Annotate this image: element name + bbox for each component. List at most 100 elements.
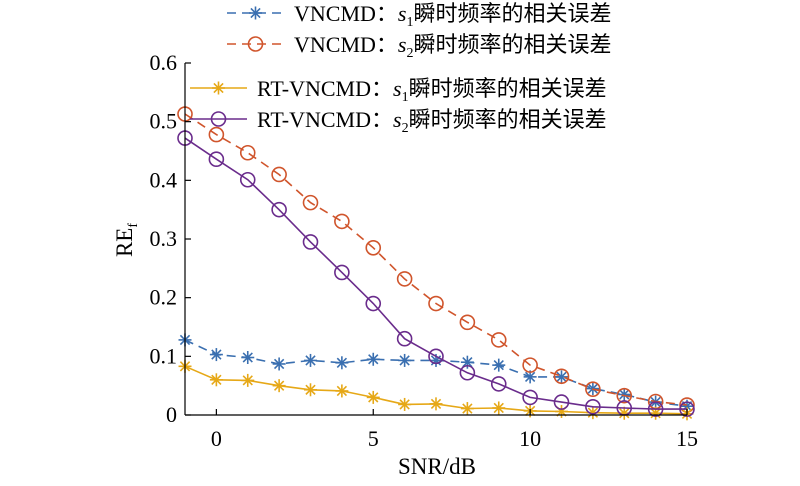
y-tick-label: 0.1 [150,343,178,368]
series-4-point [490,376,507,392]
series-1-point [460,355,474,369]
series-2-point [208,126,225,143]
legend-entry-3: RT-VNCMD：s1瞬时频率的相关误差 [190,76,607,105]
series-1-point [304,353,317,367]
legend-label: VNCMD：s2瞬时频率的相关误差 [294,32,611,61]
series-2-point [585,381,601,397]
legend-entry-1: VNCMD：s1瞬时频率的相关误差 [227,1,611,30]
legend-label-subscript: 1 [406,15,413,30]
series-2-point [490,332,507,348]
y-tick-label: 0 [166,402,177,427]
series-4-point [679,401,695,417]
legend-label-suffix: 瞬时频率的相关误差 [413,32,611,57]
series-4-point [428,348,444,365]
series-2-point [302,194,319,211]
series-4 [177,130,695,417]
legend-label-symbol: s [393,76,402,101]
y-axis-label: REf [112,223,141,257]
axes-layer: 0 5 10 15 0 0.1 0.2 0.3 0.4 0.5 0.6 [150,50,699,451]
series-layer [177,106,695,421]
series-3-point [209,373,223,387]
series-1-point [523,370,537,384]
legend-label-suffix: 瞬时频率的相关误差 [409,107,607,132]
legend-marker [212,81,225,95]
legend-label-subscript: 2 [406,46,413,61]
legend-label-symbol: s [398,32,407,57]
series-4-point [239,171,256,188]
series-3-point [429,397,443,411]
y-tick-label: 0.4 [150,167,178,192]
y-tick-label: 0.2 [150,285,178,310]
series-4-point [553,394,570,410]
legend: VNCMD：s1瞬时频率的相关误差VNCMD：s2瞬时频率的相关误差RT-VNC… [190,1,611,136]
legend-label: RT-VNCMD：s2瞬时频率的相关误差 [257,107,607,136]
series-3-point [366,390,380,404]
series-4-line [184,137,687,410]
series-3-point [304,383,317,397]
series-2-point [365,240,382,256]
legend-label-prefix: RT-VNCMD： [257,107,393,132]
legend-entry-2: VNCMD：s2瞬时频率的相关误差 [227,32,611,61]
series-2-point [553,368,570,385]
legend-label: VNCMD：s1瞬时频率的相关误差 [294,1,611,30]
series-4-point [459,364,476,381]
x-tick-label: 15 [676,426,698,451]
series-3-point [241,373,255,387]
series-2 [177,106,695,413]
series-3-point [272,379,286,393]
series-4-point [302,234,319,250]
series-1-point [209,348,223,362]
legend-marker [210,111,227,127]
series-1-point [272,357,286,371]
legend-label-subscript: 2 [402,121,409,136]
legend-label-prefix: VNCMD： [294,32,398,57]
series-4-point [365,295,382,312]
legend-label-symbol: s [398,1,407,26]
series-4-point [647,401,664,417]
series-3-point [398,397,412,411]
series-4-point [271,201,287,218]
series-2-point [522,357,538,373]
x-tick-label: 5 [368,426,379,451]
series-3-point [335,384,349,398]
y-tick-label: 0.3 [150,226,178,251]
series-2-point [239,144,256,161]
x-tick-label: 10 [519,426,541,451]
series-2-point [334,213,350,230]
legend-entry-4: RT-VNCMD：s2瞬时频率的相关误差 [190,107,607,136]
series-1-point [617,387,631,401]
legend-marker [247,36,264,52]
y-tick-label: 0.6 [150,50,178,75]
series-2-point [396,271,413,287]
legend-marker [249,6,262,20]
series-2-point [428,295,444,312]
series-2-point [616,387,633,404]
legend-label-suffix: 瞬时频率的相关误差 [413,1,611,26]
series-2-point [271,166,287,183]
series-1-point [366,352,380,366]
x-axis-label: SNR/dB [398,454,476,479]
series-4-point [208,151,225,168]
series-1-point [555,370,568,384]
series-4-point [585,398,601,415]
series-3-point [460,402,474,416]
series-1-point [398,353,412,367]
series-4-point [522,389,538,406]
series-4-point [334,264,350,281]
series-3-point [649,406,663,420]
series-3-point [492,401,506,415]
y-axis-label-sub: f [126,223,141,228]
legend-label: RT-VNCMD：s1瞬时频率的相关误差 [257,76,607,105]
series-2-point [459,314,476,331]
legend-label-prefix: RT-VNCMD： [257,76,393,101]
y-tick-label: 0.5 [150,109,178,134]
legend-label-symbol: s [393,107,402,132]
legend-label-subscript: 1 [402,90,409,105]
series-1-point [241,351,255,365]
y-axis-label-main: RE [112,228,137,257]
legend-label-prefix: VNCMD： [294,1,398,26]
series-1-point [335,356,349,370]
x-tick-label: 0 [211,426,222,451]
series-1-point [492,358,506,372]
